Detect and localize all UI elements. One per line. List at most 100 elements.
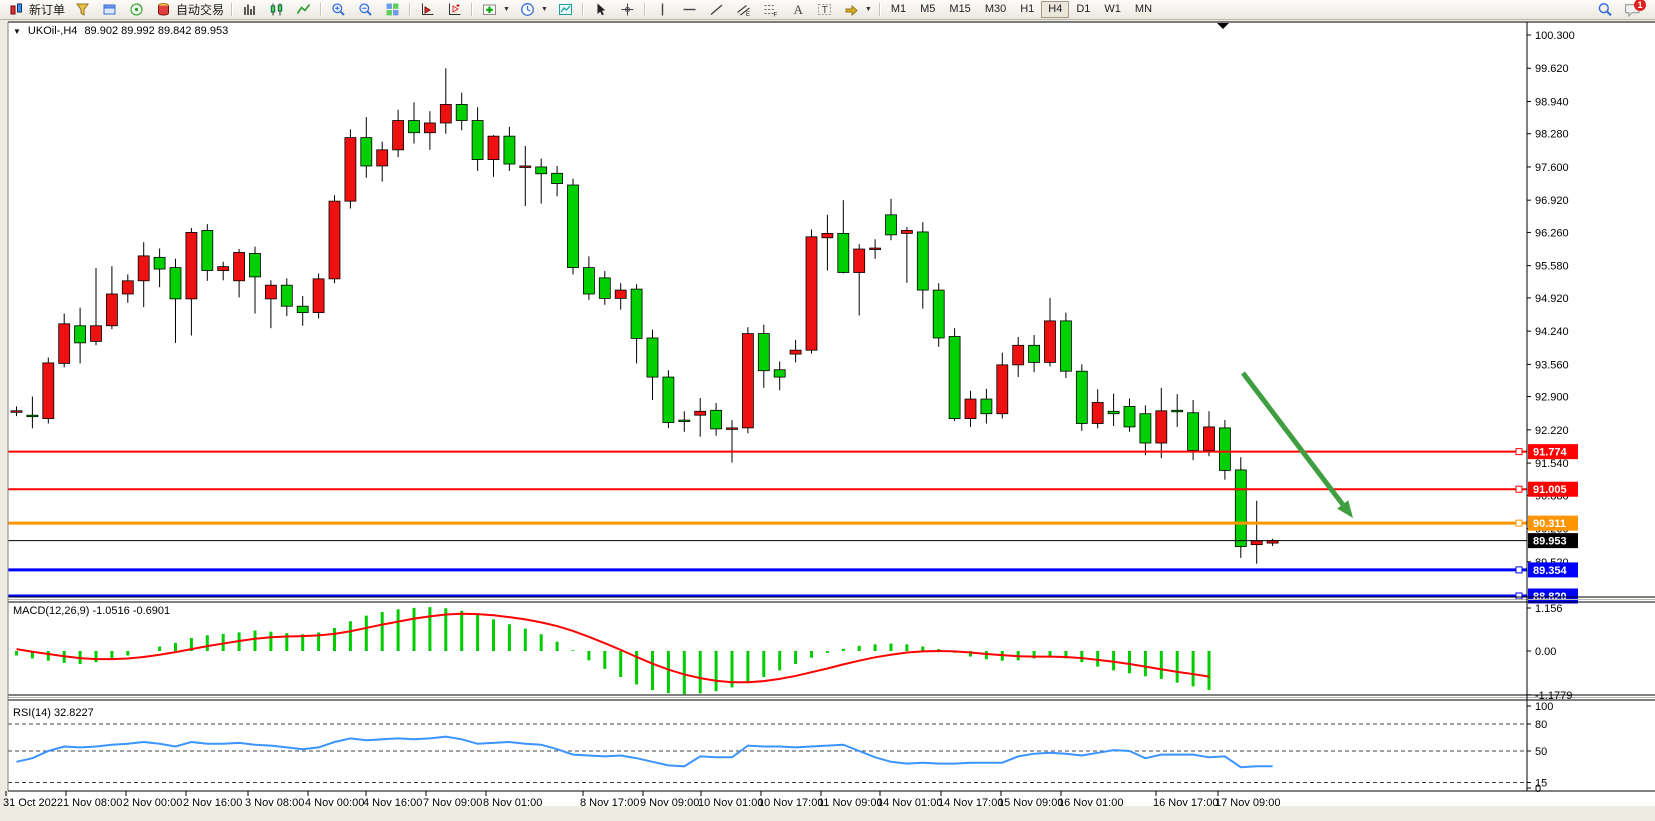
hline-handle-88.820[interactable] bbox=[1515, 592, 1523, 600]
search-icon[interactable] bbox=[1595, 1, 1614, 18]
horizontal-line-tool[interactable] bbox=[676, 0, 703, 19]
candle bbox=[789, 349, 802, 355]
timeframe-m5[interactable]: M5 bbox=[920, 3, 936, 15]
template-button[interactable] bbox=[552, 0, 579, 19]
channel-tool[interactable]: E bbox=[730, 0, 757, 19]
text-label-tool[interactable]: T bbox=[811, 0, 838, 19]
periods-button[interactable]: ▼ bbox=[514, 0, 552, 19]
hline-handle-89.354[interactable] bbox=[1515, 566, 1523, 574]
template-icon bbox=[556, 1, 575, 18]
macd-axis-label: 1.156 bbox=[1535, 603, 1563, 615]
hline-handle-91.005[interactable] bbox=[1515, 485, 1523, 493]
new-order-icon bbox=[7, 1, 26, 18]
timeframe-h1[interactable]: H1 bbox=[1020, 3, 1035, 15]
candle bbox=[869, 247, 881, 250]
new-order-button[interactable]: 新订单 bbox=[3, 0, 69, 19]
timeframe-m30[interactable]: M30 bbox=[984, 3, 1007, 15]
zoom-out-icon bbox=[356, 1, 375, 18]
price-tag-label: 91.774 bbox=[1533, 447, 1568, 459]
candle bbox=[10, 410, 23, 413]
timeframe-m1[interactable]: M1 bbox=[890, 3, 907, 15]
candle bbox=[630, 288, 643, 339]
price-tick-label: 92.220 bbox=[1535, 425, 1569, 437]
bar-chart-button[interactable] bbox=[236, 0, 263, 19]
trend-arrow-head[interactable] bbox=[1337, 500, 1353, 518]
chart-shift-button[interactable] bbox=[441, 0, 468, 19]
fibonacci-tool[interactable]: F bbox=[757, 0, 784, 19]
candle bbox=[948, 336, 961, 420]
clock-icon bbox=[518, 1, 537, 18]
price-tick-label: 91.540 bbox=[1535, 458, 1569, 470]
candle bbox=[614, 289, 627, 299]
hline-handle-91.774[interactable] bbox=[1515, 448, 1523, 456]
timeframe-m15[interactable]: M15 bbox=[949, 3, 971, 15]
auto-scroll-button[interactable] bbox=[414, 0, 441, 19]
time-tick-label: 15 Nov 09:00 bbox=[998, 797, 1063, 809]
trend-arrow[interactable] bbox=[1241, 371, 1345, 506]
candle bbox=[408, 120, 420, 134]
candle bbox=[26, 414, 39, 418]
main-toolbar: 新订单 自动交易 ▼ ▼ E F A T ▼ M1 M5 M15 M30 H1 H4 D1 W1 MN 1 bbox=[0, 0, 1655, 20]
price-tick-label: 93.560 bbox=[1535, 359, 1569, 371]
timeframe-mn[interactable]: MN bbox=[1134, 3, 1153, 15]
zoom-in-button[interactable] bbox=[325, 0, 352, 19]
chevron-down-icon[interactable]: ▼ bbox=[540, 6, 548, 13]
chevron-down-icon[interactable]: ▼ bbox=[503, 6, 510, 13]
timeframe-d1[interactable]: D1 bbox=[1076, 3, 1091, 15]
rsi-line bbox=[16, 735, 1273, 769]
add-indicator-icon bbox=[480, 1, 499, 18]
chart-window[interactable]: 100.300 99.620 98.940 98.280 97.600 96.920 96.… bbox=[0, 20, 1655, 821]
candle bbox=[662, 376, 675, 423]
timeframe-h4[interactable]: H4 bbox=[1041, 1, 1070, 18]
price-tag-label: 90.311 bbox=[1533, 518, 1566, 530]
fibonacci-icon: F bbox=[761, 1, 780, 18]
candle bbox=[439, 103, 452, 124]
text-tool[interactable]: A bbox=[784, 0, 811, 19]
hline-handle-90.311[interactable] bbox=[1515, 519, 1523, 527]
candle bbox=[996, 364, 1009, 415]
timeframe-w1[interactable]: W1 bbox=[1104, 3, 1121, 15]
candle bbox=[821, 233, 834, 239]
chart-canvas[interactable]: 100.300 99.620 98.940 98.280 97.600 96.920 96.… bbox=[0, 20, 1655, 821]
crosshair-tool-button[interactable] bbox=[614, 0, 641, 19]
candle bbox=[1028, 344, 1040, 363]
candle bbox=[742, 333, 754, 429]
candle bbox=[106, 293, 118, 327]
arrows-tool[interactable]: ▼ bbox=[838, 0, 876, 19]
chevron-down-icon[interactable]: ▼ bbox=[864, 6, 872, 13]
price-tag-91.005 bbox=[1528, 481, 1578, 497]
toolbar-right-icons: 1 bbox=[1595, 0, 1652, 18]
crosshair-icon bbox=[618, 1, 637, 18]
toolbar-separator bbox=[231, 3, 234, 16]
time-tick-label: 8 Nov 17:00 bbox=[580, 797, 639, 809]
notifications-button[interactable]: 1 bbox=[1624, 0, 1646, 18]
candle bbox=[42, 362, 55, 420]
vertical-line-tool[interactable] bbox=[649, 0, 676, 19]
svg-text:T: T bbox=[822, 5, 828, 16]
trendline-tool[interactable] bbox=[703, 0, 730, 19]
auto-trading-button[interactable]: 自动交易 bbox=[150, 0, 228, 19]
line-chart-button[interactable] bbox=[290, 0, 317, 19]
cursor-tool-button[interactable] bbox=[587, 0, 614, 19]
candle bbox=[1203, 426, 1215, 451]
funnel-button[interactable] bbox=[69, 0, 96, 19]
time-tick-label: 4 Nov 00:00 bbox=[305, 797, 364, 809]
market-radar-button[interactable] bbox=[123, 0, 150, 19]
toolbar-separator bbox=[320, 3, 323, 16]
new-window-button[interactable] bbox=[96, 0, 123, 19]
tile-windows-button[interactable] bbox=[379, 0, 406, 19]
add-indicator-button[interactable]: ▼ bbox=[476, 0, 514, 19]
candle bbox=[185, 232, 198, 300]
candle bbox=[901, 230, 913, 234]
candle bbox=[169, 267, 182, 300]
zoom-out-button[interactable] bbox=[352, 0, 379, 19]
candle bbox=[217, 266, 230, 271]
candle bbox=[312, 278, 325, 313]
candle bbox=[535, 166, 548, 175]
candle bbox=[551, 172, 563, 184]
candlestick-chart-button[interactable] bbox=[263, 0, 290, 19]
text-icon: A bbox=[788, 1, 807, 18]
price-tag-label: 89.953 bbox=[1533, 536, 1567, 548]
time-tick-label: 7 Nov 09:00 bbox=[423, 797, 482, 809]
hline-icon bbox=[680, 1, 699, 18]
